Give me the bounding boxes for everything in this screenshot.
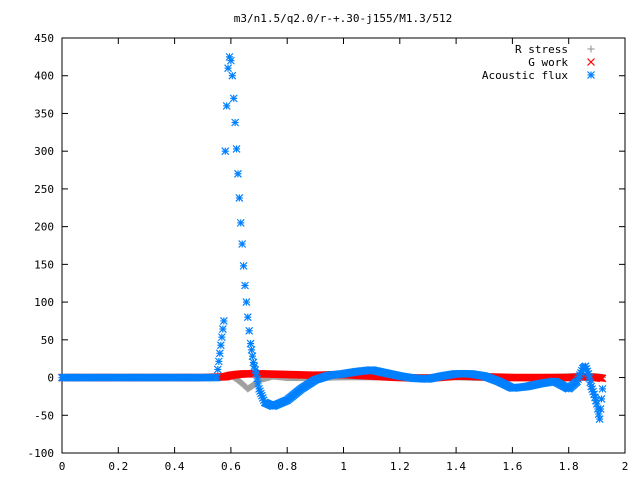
y-tick-label: 100 [34, 296, 54, 309]
chart-title: m3/n1.5/q2.0/r-+.30-j155/M1.3/512 [234, 12, 453, 25]
acoustic-flux-point [215, 349, 224, 358]
x-tick-label: 1.6 [502, 460, 522, 473]
acoustic-flux-point [246, 339, 255, 348]
x-tick-label: 0 [59, 460, 66, 473]
y-tick-label: 50 [41, 334, 54, 347]
y-tick-label: 150 [34, 258, 54, 271]
acoustic-flux-point [247, 345, 256, 354]
plot-area: 0 0.2 0.4 0.6 0.8 1 1.2 1.4 1.6 1.8 2 -100 -50 0 50 100… [28, 32, 629, 473]
y-tick-label: 0 [47, 372, 54, 385]
acoustic-flux-point [232, 144, 241, 153]
x-tick-label: 2 [622, 460, 629, 473]
acoustic-flux-point [598, 384, 607, 393]
acoustic-flux-point [222, 101, 231, 110]
acoustic-flux-point [231, 118, 240, 127]
legend-label-g-work: G work [528, 56, 568, 69]
y-tick-label: 400 [34, 70, 54, 83]
legend-label-r-stress: R stress [515, 43, 568, 56]
x-tick-label: 0.8 [277, 460, 297, 473]
legend-marker-g-work [587, 58, 595, 66]
acoustic-flux-point [216, 341, 225, 350]
acoustic-flux-point [235, 194, 244, 202]
acoustic-flux-point [236, 218, 245, 227]
y-tick-label: 200 [34, 221, 54, 234]
legend-marker-r-stress [587, 45, 595, 53]
acoustic-flux-point [226, 56, 235, 65]
acoustic-flux-point [212, 373, 221, 382]
acoustic-flux-point [243, 313, 252, 322]
legend: R stress G work Acoustic flux [482, 43, 595, 82]
series-acoustic-flux [58, 52, 607, 423]
x-tick-label: 1.8 [559, 460, 579, 473]
y-tick-label: -50 [34, 409, 54, 422]
x-tick-label: 1.2 [390, 460, 410, 473]
acoustic-flux-point [224, 64, 233, 73]
acoustic-flux-point [245, 326, 254, 335]
x-tick-label: 0.2 [108, 460, 128, 473]
y-tick-label: 350 [34, 107, 54, 120]
series-layer [58, 52, 607, 423]
acoustic-flux-point [597, 394, 606, 403]
acoustic-flux-point [248, 352, 257, 361]
acoustic-flux-point [217, 333, 226, 342]
plot-border [61, 37, 626, 454]
acoustic-flux-point [229, 94, 238, 103]
x-tick-label: 1.4 [446, 460, 466, 473]
acoustic-flux-point [234, 169, 242, 178]
acoustic-flux-point [213, 365, 222, 374]
legend-marker-acoustic-flux [587, 71, 595, 79]
x-tick-label: 0.6 [221, 460, 241, 473]
acoustic-flux-point [242, 298, 251, 307]
y-tick-label: -100 [28, 447, 55, 460]
y-tick-label: 250 [34, 183, 54, 196]
x-tick-label: 1 [340, 460, 347, 473]
acoustic-flux-point [218, 325, 227, 333]
acoustic-flux-point [241, 281, 249, 290]
acoustic-flux-point [214, 357, 223, 366]
acoustic-flux-point [219, 317, 228, 325]
y-tick-label: 300 [34, 145, 54, 158]
x-tick-label: 0.4 [165, 460, 185, 473]
legend-label-acoustic-flux: Acoustic flux [482, 69, 568, 82]
acoustic-flux-point [228, 71, 237, 80]
y-tick-label: 450 [34, 32, 54, 45]
acoustic-flux-point [596, 405, 605, 413]
acoustic-flux-point [239, 261, 248, 270]
acoustic-flux-point [238, 240, 247, 248]
g-work-point [598, 374, 607, 383]
acoustic-flux-point [221, 147, 230, 156]
acoustic-flux-point [595, 415, 604, 423]
